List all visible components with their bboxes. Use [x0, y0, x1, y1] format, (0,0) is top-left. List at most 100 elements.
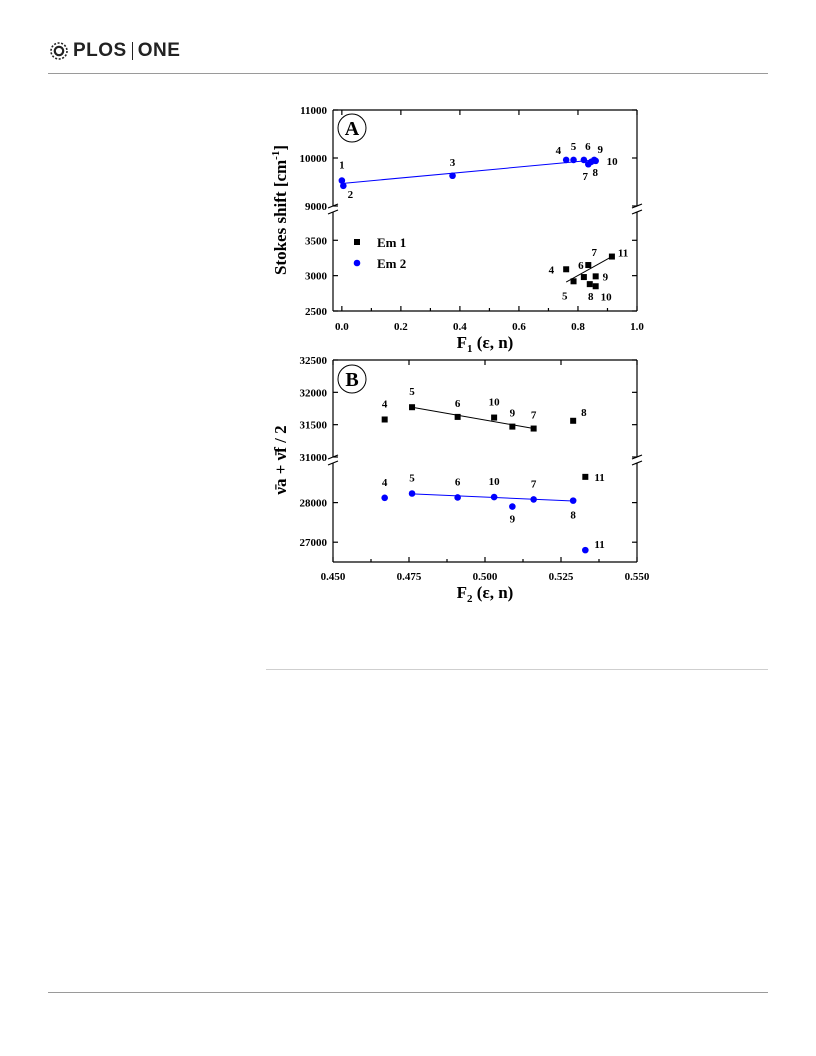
data-point-circle [491, 494, 498, 501]
data-point-label: 5 [562, 290, 568, 302]
data-point-label: 10 [607, 156, 619, 168]
data-point-circle [570, 157, 577, 164]
x-axis-label-rest: (ε, n) [473, 333, 514, 352]
caption-rule [266, 669, 768, 670]
x-tick-label: 0.525 [549, 571, 574, 583]
data-point-label: 9 [597, 144, 603, 156]
fit-line-em-1 [412, 407, 534, 428]
data-point-square [563, 266, 569, 272]
data-point-circle [563, 157, 570, 164]
data-point-label: 6 [585, 141, 591, 153]
data-point-label: 11 [618, 248, 628, 260]
data-point-square [609, 254, 615, 260]
y-tick-label: 11000 [300, 105, 327, 117]
data-point-label: 7 [531, 410, 537, 422]
data-point-square [531, 426, 537, 432]
data-point-label: 6 [455, 398, 461, 410]
data-point-square [593, 273, 599, 279]
data-point-circle [454, 494, 461, 501]
data-point-label: 2 [348, 189, 354, 201]
data-point-circle [340, 183, 347, 190]
data-point-label: 5 [571, 141, 577, 153]
y-tick-label: 3000 [305, 271, 328, 283]
x-tick-label: 0.0 [335, 321, 349, 333]
x-tick-label: 0.8 [571, 321, 585, 333]
data-point-label: 4 [549, 264, 555, 276]
data-point-label: 8 [570, 510, 576, 522]
data-point-square [582, 474, 588, 480]
data-point-label: 10 [489, 476, 501, 488]
x-tick-label: 0.4 [453, 321, 467, 333]
data-point-square [509, 424, 515, 430]
fit-line-em-2 [342, 160, 596, 184]
legend-marker-square [354, 239, 360, 245]
data-point-label: 10 [601, 291, 613, 303]
legend-label: Em 2 [377, 256, 406, 271]
data-point-circle [592, 158, 599, 165]
x-axis-label: F1 (ε, n) [457, 333, 514, 355]
data-point-label: 6 [578, 260, 584, 272]
y-tick-label: 2500 [305, 306, 328, 318]
data-point-label: 4 [382, 398, 388, 410]
data-point-square [570, 418, 576, 424]
x-tick-label: 0.550 [625, 571, 650, 583]
data-point-circle [449, 172, 456, 179]
data-point-label: 4 [556, 145, 562, 157]
data-point-circle [530, 496, 537, 503]
data-point-label: 8 [581, 407, 587, 419]
panel-label: B [345, 369, 358, 391]
x-tick-label: 0.475 [397, 571, 422, 583]
data-point-square [491, 415, 497, 421]
y-axis-label-end: ] [271, 145, 290, 151]
y-tick-label: 10000 [300, 153, 328, 165]
x-axis-label-main: F [457, 333, 467, 352]
x-tick-label: 0.450 [321, 571, 346, 583]
y-axis-label-superscript: -1 [270, 151, 282, 160]
x-axis-label: F2 (ε, n) [457, 583, 514, 605]
x-tick-label: 0.6 [512, 321, 526, 333]
data-point-label: 7 [583, 171, 589, 183]
data-point-circle [409, 490, 416, 497]
x-axis-label-rest: (ε, n) [473, 583, 514, 602]
data-point-label: 8 [588, 291, 594, 303]
y-tick-label: 3500 [305, 235, 328, 247]
x-tick-label: 0.500 [473, 571, 498, 583]
data-point-label: 10 [489, 397, 501, 409]
data-point-label: 11 [594, 472, 604, 484]
data-point-square [581, 274, 587, 280]
data-point-label: 3 [450, 157, 456, 169]
data-point-label: 8 [593, 167, 599, 179]
y-tick-label: 9000 [305, 201, 328, 213]
data-point-label: 9 [510, 514, 516, 526]
legend-label: Em 1 [377, 235, 406, 250]
y-tick-label: 27000 [300, 537, 328, 549]
data-point-label: 4 [382, 477, 388, 489]
x-tick-label: 1.0 [630, 321, 644, 333]
data-point-circle [570, 497, 577, 504]
data-point-label: 1 [339, 160, 345, 172]
y-axis-label-main: Stokes shift [cm [271, 160, 290, 275]
data-point-label: 7 [592, 247, 598, 259]
data-point-square [571, 278, 577, 284]
data-point-circle [381, 495, 388, 502]
data-point-label: 5 [409, 386, 415, 398]
y-axis-label: ν̄a + ν̄f / 2 [271, 425, 290, 495]
x-axis-label-main: F [457, 583, 467, 602]
data-point-square [455, 414, 461, 420]
footer-rule [48, 992, 768, 993]
data-point-square [409, 404, 415, 410]
data-point-label: 11 [594, 539, 604, 551]
data-point-square [587, 281, 593, 287]
y-tick-label: 31000 [300, 452, 328, 464]
y-tick-label: 32000 [300, 387, 328, 399]
x-tick-label: 0.2 [394, 321, 408, 333]
panel-label: A [345, 118, 360, 140]
data-point-square [585, 262, 591, 268]
y-axis-label-main: ν̄a + ν̄f / 2 [271, 425, 290, 495]
y-tick-label: 28000 [300, 498, 328, 510]
data-point-label: 9 [603, 271, 609, 283]
data-point-label: 9 [510, 408, 516, 420]
y-tick-label: 32500 [300, 355, 328, 367]
y-axis-label: Stokes shift [cm-1] [270, 145, 290, 275]
